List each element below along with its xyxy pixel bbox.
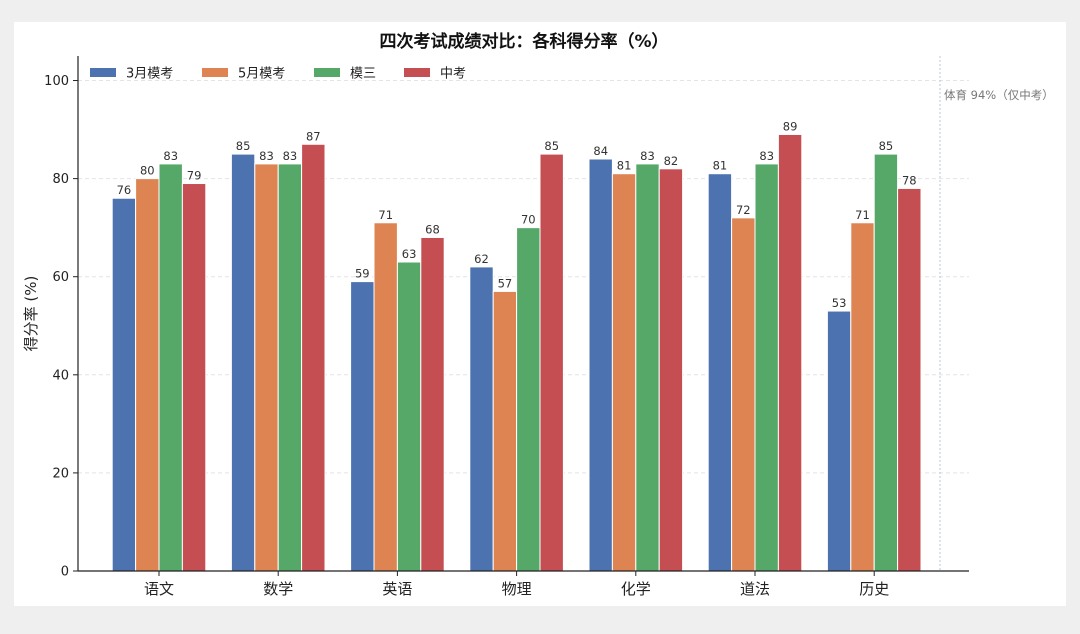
y-tick-label: 60 <box>52 270 69 285</box>
legend-label: 5月模考 <box>238 67 285 82</box>
data-label: 85 <box>879 139 894 153</box>
bar <box>588 158 613 572</box>
bar <box>492 290 518 572</box>
x-tick-label: 语文 <box>144 580 174 598</box>
bar <box>350 281 375 572</box>
x-tick-label: 物理 <box>502 580 532 598</box>
data-label: 83 <box>759 149 774 163</box>
legend-swatch <box>90 68 116 77</box>
data-label: 59 <box>355 267 370 281</box>
y-tick-label: 0 <box>61 565 69 580</box>
bar <box>254 163 279 572</box>
legend-label: 中考 <box>440 67 466 82</box>
chart-card: 76 80 83 79 85 83 83 87 59 71 63 68 62 57 70 85 84 81 83 82… <box>14 22 1066 606</box>
legend: 3月模考 5月模考 模三 中考 <box>90 67 466 82</box>
x-tick-label: 数学 <box>263 580 293 598</box>
bar <box>826 310 852 572</box>
data-label: 71 <box>855 208 870 222</box>
data-label: 83 <box>259 149 274 163</box>
data-label: 71 <box>378 208 393 222</box>
legend-swatch <box>314 68 340 77</box>
x-tick-label: 化学 <box>621 580 651 598</box>
bar <box>897 187 922 572</box>
bar <box>539 153 564 572</box>
bar <box>873 153 899 572</box>
chart-title: 四次考试成绩对比：各科得分率（%） <box>379 31 668 52</box>
bar <box>707 173 733 572</box>
data-label: 83 <box>640 149 655 163</box>
x-tick-label: 英语 <box>382 580 412 598</box>
bar <box>754 163 779 572</box>
data-labels-group: 76 80 83 79 85 83 83 87 59 71 63 68 62 57 70 85 84 81 83 82… <box>117 119 917 310</box>
y-tick-label: 100 <box>44 74 69 89</box>
x-ticks-group: 语文 数学 英语 物理 化学 道法 历史 <box>144 571 889 598</box>
bar <box>635 163 660 572</box>
data-label: 87 <box>306 129 321 143</box>
bar <box>277 163 303 572</box>
data-label: 83 <box>163 149 178 163</box>
data-label: 53 <box>832 296 847 310</box>
data-label: 85 <box>544 139 559 153</box>
y-ticks-group: 0 20 40 60 80 100 <box>44 74 78 580</box>
data-label: 80 <box>140 164 155 178</box>
data-label: 83 <box>283 149 298 163</box>
bar <box>516 227 541 572</box>
y-tick-label: 80 <box>52 172 69 187</box>
x-tick-label: 道法 <box>740 580 770 598</box>
data-label: 82 <box>664 154 679 168</box>
bar <box>135 178 160 572</box>
bar <box>111 197 137 572</box>
data-label: 76 <box>117 183 132 197</box>
bar <box>230 153 256 572</box>
bar <box>850 222 875 572</box>
data-label: 70 <box>521 213 536 227</box>
gridlines <box>78 80 969 474</box>
bar <box>301 143 326 572</box>
data-label: 79 <box>187 169 202 183</box>
data-label: 57 <box>498 276 513 290</box>
bar <box>373 222 398 572</box>
bar <box>396 261 422 572</box>
legend-swatch <box>202 68 228 77</box>
legend-label: 模三 <box>350 67 376 82</box>
data-label: 81 <box>617 159 632 173</box>
legend-swatch <box>404 68 430 77</box>
bar-chart: 76 80 83 79 85 83 83 87 59 71 63 68 62 57 70 85 84 81 83 82… <box>22 31 1054 598</box>
data-label: 81 <box>713 159 728 173</box>
data-label: 72 <box>736 203 751 217</box>
bar <box>469 266 494 572</box>
bar <box>777 133 803 572</box>
annotation-text: 体育 94%（仅中考） <box>944 88 1054 102</box>
data-label: 68 <box>425 222 440 236</box>
bar <box>420 236 445 572</box>
data-label: 85 <box>236 139 251 153</box>
legend-label: 3月模考 <box>126 67 173 82</box>
bar <box>181 183 207 572</box>
y-tick-label: 40 <box>52 368 69 383</box>
bar <box>611 173 637 572</box>
y-tick-label: 20 <box>52 466 69 481</box>
bar <box>658 168 684 572</box>
bar <box>158 163 183 572</box>
bars-group <box>111 133 922 572</box>
y-axis-label: 得分率 (%) <box>22 276 40 352</box>
bar <box>731 217 756 572</box>
data-label: 78 <box>902 173 917 187</box>
data-label: 84 <box>593 144 608 158</box>
data-label: 63 <box>402 247 417 261</box>
x-tick-label: 历史 <box>859 580 889 598</box>
data-label: 89 <box>783 119 798 133</box>
data-label: 62 <box>474 252 489 266</box>
